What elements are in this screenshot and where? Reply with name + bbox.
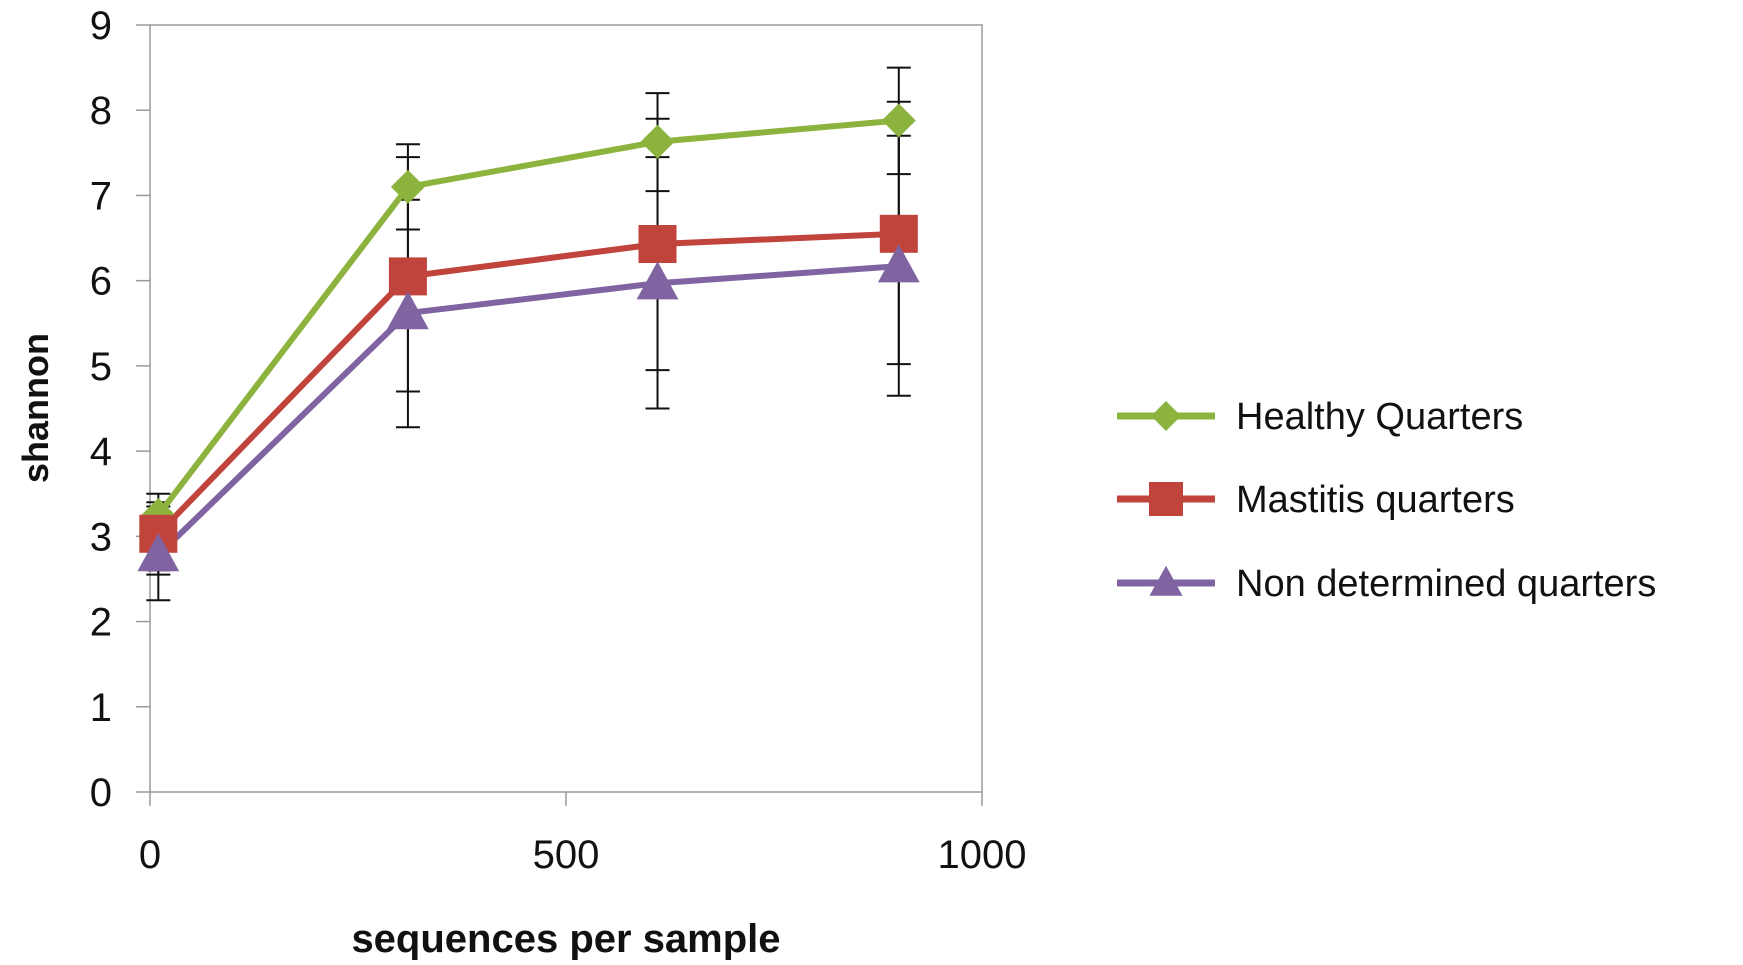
y-tick-label: 8: [90, 89, 112, 133]
series-lines: [155, 117, 900, 558]
y-tick-label: 1: [90, 686, 112, 730]
marker-square: [638, 225, 677, 264]
marker-triangle: [1149, 565, 1183, 596]
y-tick-label: 5: [90, 345, 112, 389]
y-tick-label: 2: [90, 601, 112, 645]
series-markers: [137, 103, 920, 572]
marker-diamond: [390, 169, 425, 204]
y-tick-label: 3: [90, 515, 112, 559]
y-tick-label: 4: [90, 430, 112, 474]
marker-diamond: [881, 103, 916, 138]
marker-square: [1149, 482, 1183, 516]
y-tick-label: 6: [90, 260, 112, 304]
marker-triangle: [137, 533, 180, 572]
x-tick-label: 500: [533, 833, 600, 877]
marker-triangle: [877, 244, 920, 283]
marker-triangle: [636, 261, 679, 300]
x-tick-label: 0: [139, 833, 161, 877]
y-axis-label: shannon: [15, 333, 56, 483]
marker-triangle: [387, 291, 429, 330]
series-line: [155, 117, 900, 517]
x-tick-label: 1000: [938, 833, 1027, 877]
y-tick-label: 0: [90, 771, 112, 815]
y-tick-label: 9: [90, 4, 112, 48]
legend-label: Mastitis quarters: [1236, 479, 1515, 521]
marker-square: [388, 257, 427, 296]
legend-label: Healthy Quarters: [1236, 396, 1523, 438]
legend-label: Non determined quarters: [1236, 563, 1656, 605]
x-axis-label: sequences per sample: [351, 917, 780, 960]
legend: Healthy Quarters Mastitis quarters Non det…: [1117, 396, 1656, 605]
y-tick-label: 7: [90, 174, 112, 218]
axes: 0 1 2 3 4 5 6 7 8 9 0 500 1000: [90, 4, 1027, 877]
plot-area-border: [149, 24, 983, 793]
series-line: [156, 263, 900, 558]
marker-diamond: [640, 124, 675, 159]
marker-diamond: [1151, 401, 1181, 431]
series-line: [156, 230, 899, 536]
